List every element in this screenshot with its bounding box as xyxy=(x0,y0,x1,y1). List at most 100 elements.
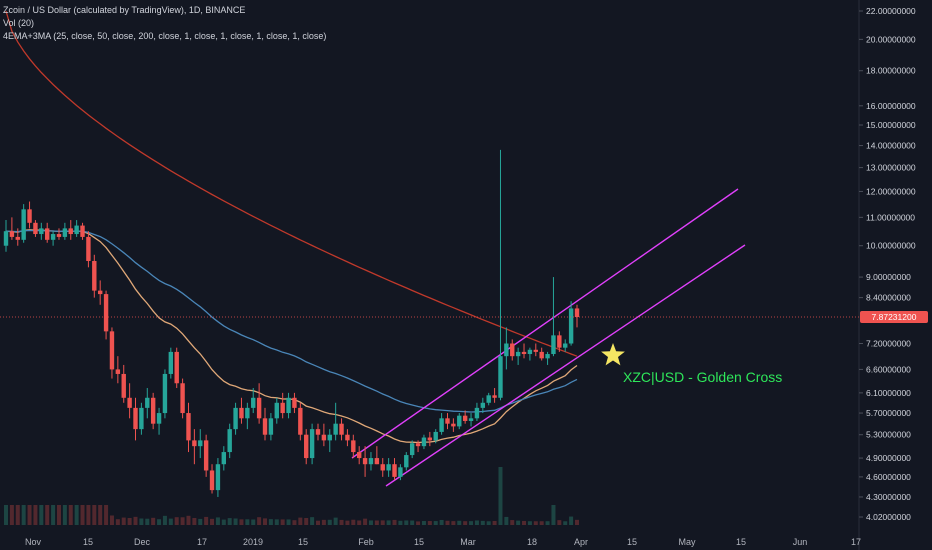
candle-body[interactable] xyxy=(27,209,32,223)
candle-body[interactable] xyxy=(333,423,338,435)
candle-body[interactable] xyxy=(356,452,362,459)
golden-cross-annotation[interactable]: XZC|USD - Golden Cross xyxy=(623,369,783,385)
candle-body[interactable] xyxy=(186,413,191,441)
time-axis[interactable]: Nov 15 Dec 17 2019 15 Feb 15 Mar 18 Apr 15 May 15 Jun 1… xyxy=(25,537,861,547)
candle-body[interactable] xyxy=(551,335,556,355)
candle-body[interactable] xyxy=(68,228,73,235)
candle-body[interactable] xyxy=(127,397,132,408)
candle-body[interactable] xyxy=(45,228,50,240)
price-axis[interactable]: 22.00000000 20.00000000 18.00000000 16.0000… xyxy=(859,6,916,522)
candle-body[interactable] xyxy=(162,373,168,414)
candle-body[interactable] xyxy=(374,458,380,465)
candle-body[interactable] xyxy=(468,418,474,421)
candle-body[interactable] xyxy=(209,470,215,491)
ema50-line[interactable] xyxy=(5,229,578,413)
candle-body[interactable] xyxy=(533,349,538,352)
candle-body[interactable] xyxy=(198,440,203,447)
candle-body[interactable] xyxy=(62,228,68,237)
candle-body[interactable] xyxy=(139,407,144,430)
candle-body[interactable] xyxy=(150,397,156,424)
candle-body[interactable] xyxy=(504,343,509,357)
candle-body[interactable] xyxy=(327,434,332,441)
candle-body[interactable] xyxy=(362,458,368,465)
candle-body[interactable] xyxy=(392,464,397,477)
candle-body[interactable] xyxy=(262,418,268,435)
candle-body[interactable] xyxy=(409,443,415,456)
candle-body[interactable] xyxy=(245,407,250,419)
candle-body[interactable] xyxy=(433,431,438,441)
candle-body[interactable] xyxy=(445,418,450,424)
candle-body[interactable] xyxy=(462,415,468,421)
candle-body[interactable] xyxy=(574,308,580,318)
candle-body[interactable] xyxy=(404,455,409,468)
candle-body[interactable] xyxy=(33,222,38,235)
candle-body[interactable] xyxy=(515,351,521,357)
candle-body[interactable] xyxy=(39,228,44,235)
candle-body[interactable] xyxy=(339,423,344,435)
candle-body[interactable] xyxy=(321,434,327,441)
candle-body[interactable] xyxy=(292,397,297,408)
candle-body[interactable] xyxy=(398,467,403,477)
candle-body[interactable] xyxy=(268,418,274,435)
candle-body[interactable] xyxy=(203,440,209,471)
candle-body[interactable] xyxy=(486,395,491,403)
candle-body[interactable] xyxy=(286,397,291,414)
candle-body[interactable] xyxy=(351,440,356,453)
candle-body[interactable] xyxy=(545,354,550,359)
candle-body[interactable] xyxy=(80,225,85,237)
channel-upper-line[interactable] xyxy=(351,188,739,459)
candle-body[interactable] xyxy=(86,236,91,261)
candle-body[interactable] xyxy=(274,402,279,419)
candle-body[interactable] xyxy=(56,234,62,237)
candle-body[interactable] xyxy=(563,343,568,348)
candle-body[interactable] xyxy=(92,260,97,291)
candle-body[interactable] xyxy=(510,343,515,357)
candle-body[interactable] xyxy=(115,369,121,374)
candle-body[interactable] xyxy=(298,407,303,435)
candle-body[interactable] xyxy=(221,452,227,465)
candle-body[interactable] xyxy=(427,437,433,441)
candle-body[interactable] xyxy=(168,351,174,374)
channel-lower-line[interactable] xyxy=(385,244,746,487)
candle-body[interactable] xyxy=(103,294,109,332)
candle-body[interactable] xyxy=(192,440,197,447)
candle-body[interactable] xyxy=(97,290,103,295)
ema25-line[interactable] xyxy=(5,229,578,444)
candle-body[interactable] xyxy=(3,231,9,246)
candle-body[interactable] xyxy=(345,434,350,441)
candle-body[interactable] xyxy=(156,413,162,424)
candle-body[interactable] xyxy=(304,434,309,459)
candle-body[interactable] xyxy=(498,356,503,398)
candle-body[interactable] xyxy=(239,407,244,419)
candle-body[interactable] xyxy=(386,464,391,471)
candle-body[interactable] xyxy=(480,402,486,408)
candle-body[interactable] xyxy=(145,397,150,408)
candle-body[interactable] xyxy=(380,464,385,471)
candle-body[interactable] xyxy=(280,402,285,414)
candle-body[interactable] xyxy=(451,423,456,427)
candle-body[interactable] xyxy=(121,373,126,398)
candle-body[interactable] xyxy=(109,331,115,370)
candle-body[interactable] xyxy=(315,429,321,435)
candle-body[interactable] xyxy=(527,349,533,355)
candle-body[interactable] xyxy=(215,464,221,491)
candle-body[interactable] xyxy=(15,236,20,240)
candle-body[interactable] xyxy=(439,418,444,432)
candle-body[interactable] xyxy=(415,443,421,447)
candle-body[interactable] xyxy=(457,415,462,427)
candle-body[interactable] xyxy=(74,225,79,235)
ema200-line[interactable] xyxy=(5,10,578,357)
candle-body[interactable] xyxy=(256,397,262,419)
candle-body[interactable] xyxy=(521,351,527,355)
candle-body[interactable] xyxy=(9,231,15,237)
candle-body[interactable] xyxy=(180,383,185,414)
candle-body[interactable] xyxy=(557,335,562,348)
candle-body[interactable] xyxy=(227,429,232,453)
candle-body[interactable] xyxy=(368,458,374,465)
candle-body[interactable] xyxy=(233,407,238,430)
candle-body[interactable] xyxy=(50,234,56,240)
candle-body[interactable] xyxy=(539,351,544,359)
candle-body[interactable] xyxy=(492,395,497,398)
candle-body[interactable] xyxy=(251,397,256,408)
